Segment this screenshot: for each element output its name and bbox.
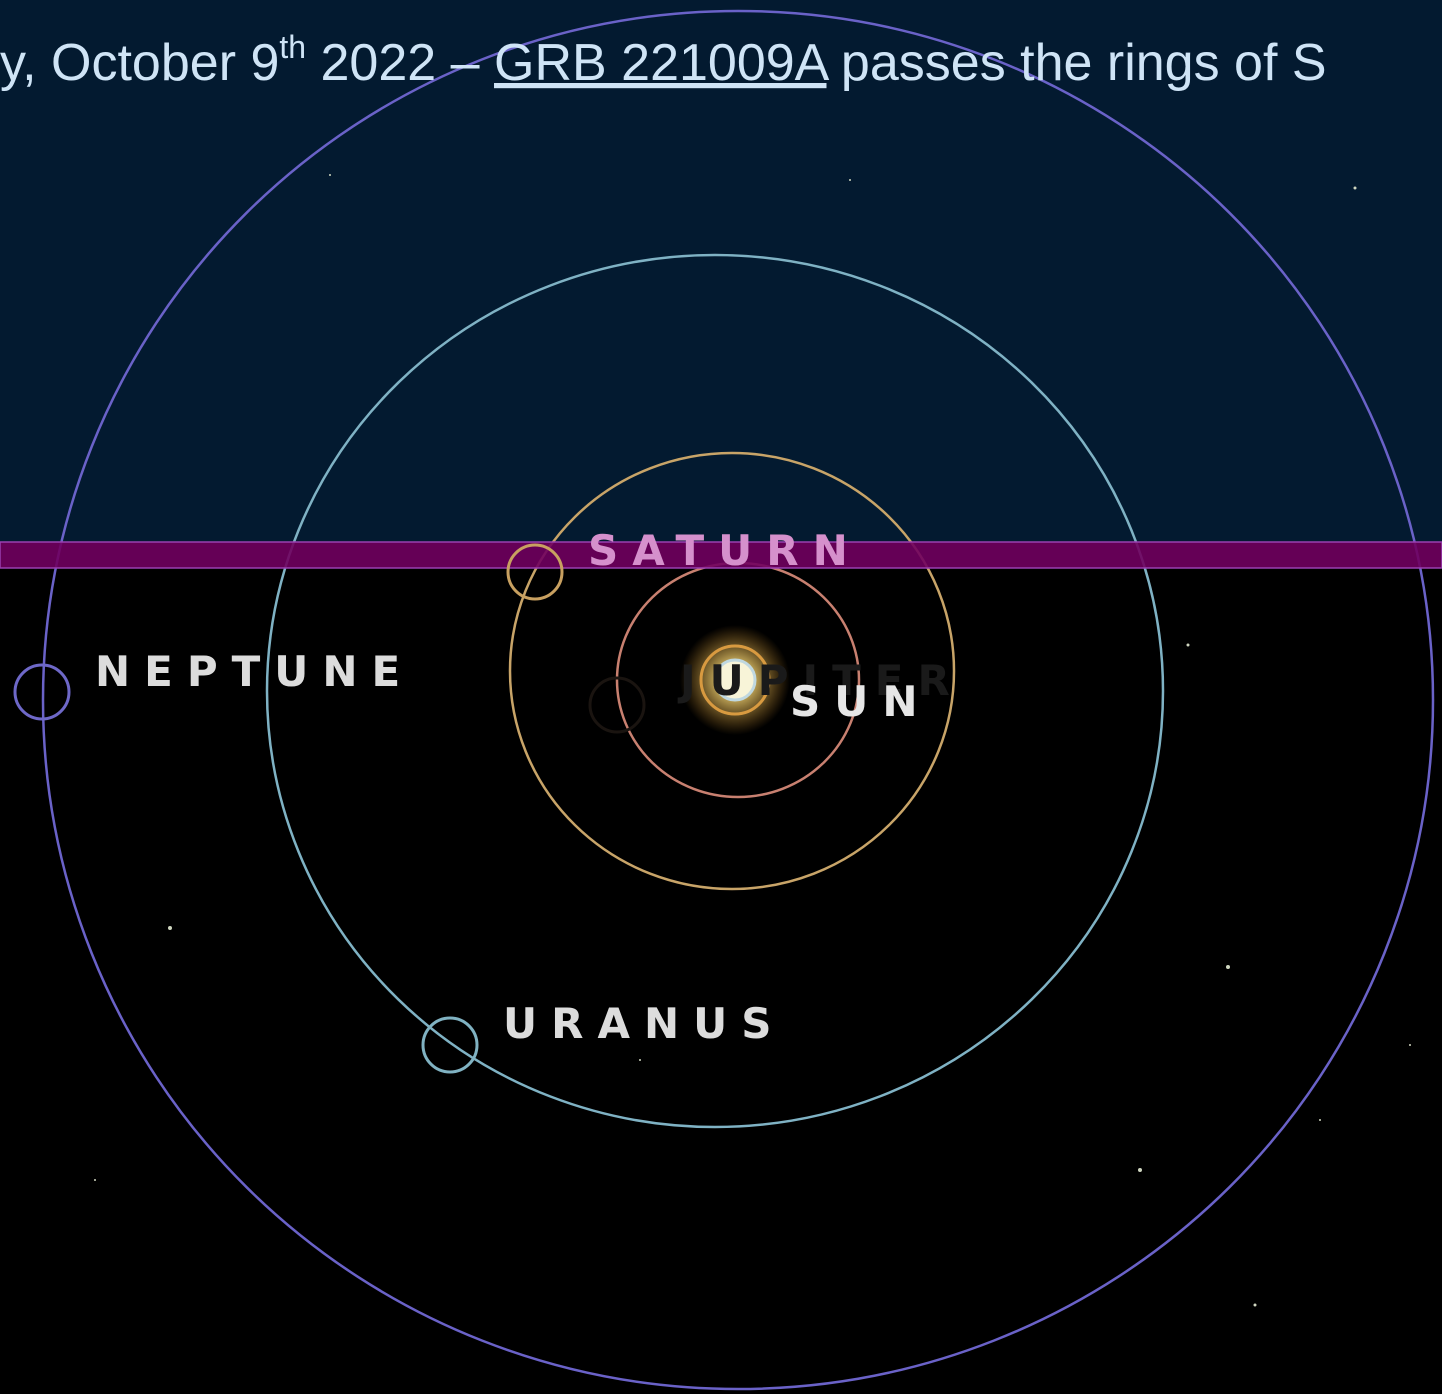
title-link[interactable]: GRB 221009A: [494, 34, 830, 92]
uranus-label: URANUS: [503, 999, 785, 1048]
sun-label: SUN: [790, 677, 932, 726]
solar-system-diagram: JUPITER SATURN NEPTUNE SUN URANUS y, Oct…: [0, 0, 1442, 1394]
title-sup: th: [279, 29, 306, 65]
title-mid: 2022 –: [306, 34, 494, 92]
title-tail: passes the rings of S: [826, 34, 1326, 92]
saturn-label: SATURN: [588, 526, 862, 575]
title-lead: y, October 9: [0, 34, 279, 92]
slide-title: y, October 9th 2022 – GRB 221009A passes…: [0, 29, 1327, 92]
neptune-label: NEPTUNE: [95, 647, 414, 696]
